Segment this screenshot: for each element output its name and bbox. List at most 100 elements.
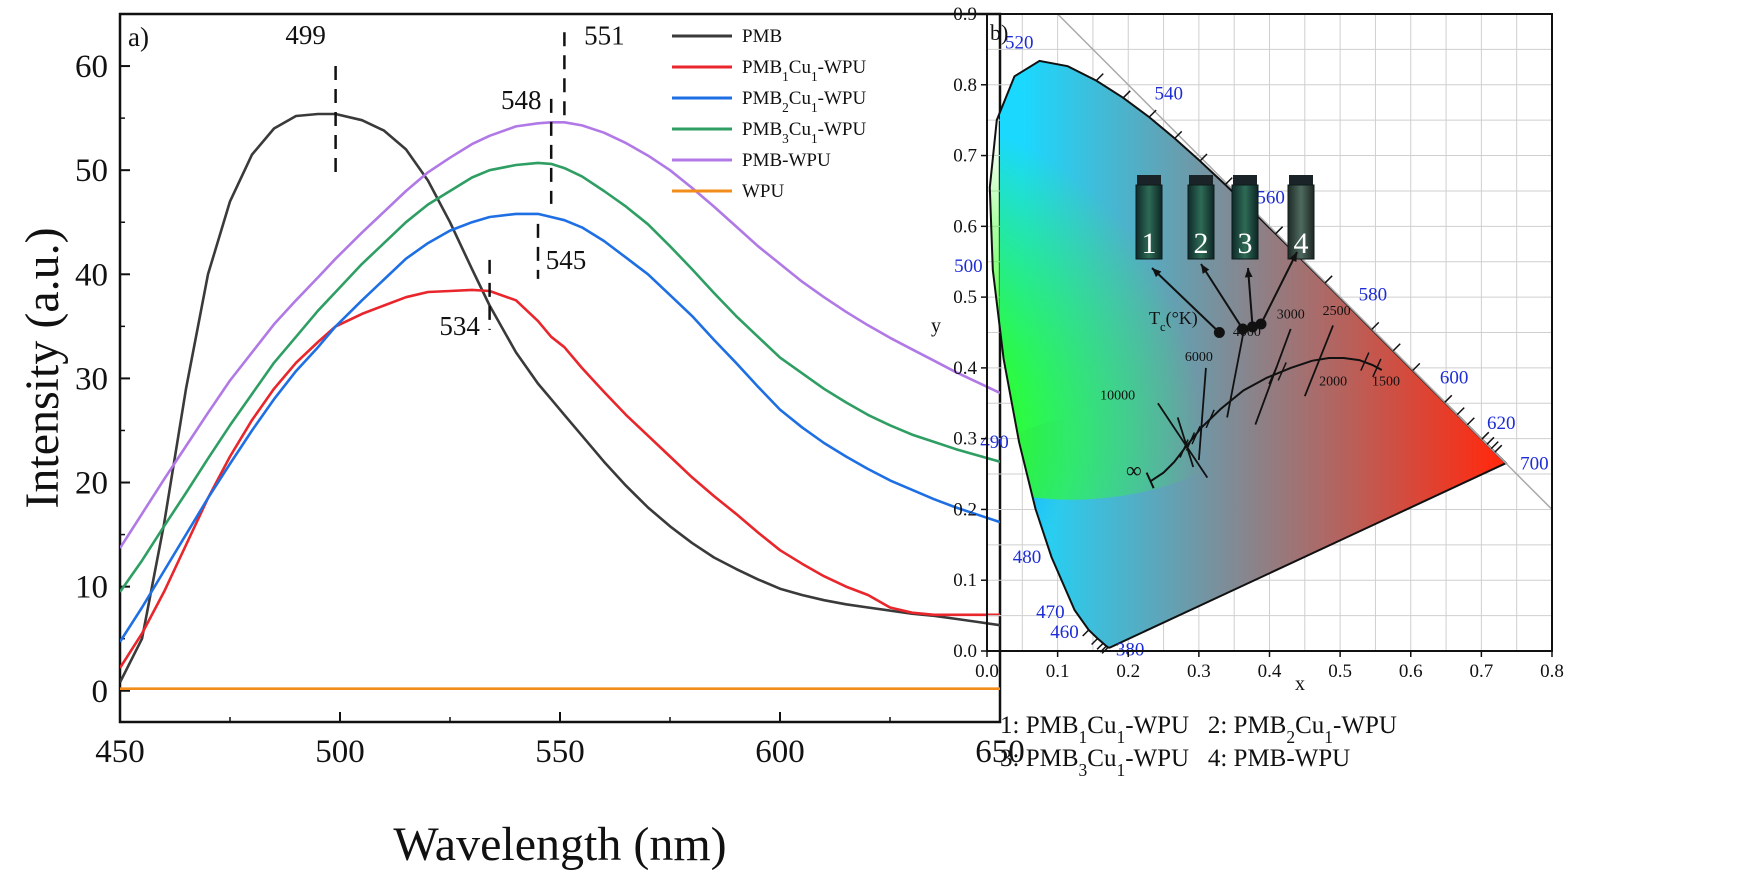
cie-point-pmb3cu1-wpu — [1247, 321, 1259, 333]
legend-label-pmb1cu1-wpu: PMB1Cu1-WPU — [742, 57, 866, 84]
cie-sample-points — [1151, 251, 1298, 338]
isotherm-4000 — [1226, 325, 1246, 418]
panel-b-ticks: 0.0 0.1 0.2 0.3 0.4 0.5 0.6 0.7 0.8 0.0 0.1 0.2 0.3 0… — [953, 4, 1564, 682]
locus-tick — [1444, 394, 1453, 403]
text-part: Cu — [1087, 745, 1117, 772]
x-tick-label-600: 600 — [755, 734, 805, 770]
locus-tick — [1199, 153, 1208, 162]
b-y-tick-label-0.9: 0.9 — [953, 4, 977, 25]
spectral-locus-ticks — [1082, 73, 1503, 654]
y-tick-label-40: 40 — [75, 257, 108, 293]
legend-label-pmb2cu1-wpu: PMB2Cu1-WPU — [742, 88, 866, 115]
text-part: PMB — [1026, 745, 1079, 772]
wavelength-label-470: 470 — [1036, 602, 1065, 623]
legend-label-pmb-wpu: PMB-WPU — [742, 150, 831, 171]
tc-label: Tc(°K) — [1149, 308, 1198, 334]
locus-tick — [1486, 436, 1495, 445]
vial-label-1: 1 — [1142, 227, 1157, 260]
b-y-tick-label-0.0: 0.0 — [953, 641, 977, 662]
vial-cap-3 — [1233, 175, 1257, 187]
locus-tick — [1490, 441, 1499, 450]
wavelength-label-490: 490 — [980, 432, 1009, 453]
planckian-end-marker — [1145, 472, 1155, 489]
x-tick-label-650: 650 — [975, 734, 1025, 770]
series-line-pmb — [120, 112, 1000, 683]
vial-body-2 — [1187, 184, 1215, 260]
b-y-tick-label-0.1: 0.1 — [953, 570, 977, 591]
peak-label-534: 534 — [439, 311, 480, 341]
wavelength-label-480: 480 — [1013, 547, 1042, 568]
b-y-tick-label-0.2: 0.2 — [953, 499, 977, 520]
locus-tick — [1466, 417, 1475, 426]
locus-tick — [1082, 629, 1090, 637]
text-part: Cu — [1295, 712, 1325, 739]
b-x-tick-label-0.8: 0.8 — [1540, 661, 1564, 682]
text-part: PMB — [742, 119, 782, 140]
locus-tick — [1392, 343, 1401, 352]
wavelength-label-600: 600 — [1440, 368, 1469, 389]
text-part: -WPU 4: PMB-WPU — [1125, 745, 1350, 772]
subscript: 3 — [1079, 760, 1088, 780]
b-x-tick-label-0.2: 0.2 — [1116, 661, 1140, 682]
b-x-tick-label-0.7: 0.7 — [1470, 661, 1494, 682]
text-part: Cu — [789, 88, 812, 109]
locus-tick — [1481, 431, 1490, 440]
text-part: Cu — [789, 119, 812, 140]
locus-tick — [1412, 362, 1421, 371]
arrow-head-4 — [1289, 252, 1297, 262]
panel-a-label: a) — [128, 22, 149, 52]
wavelength-label-560: 560 — [1256, 187, 1285, 208]
text-part: PMB — [742, 57, 782, 78]
locus-tick — [1324, 275, 1333, 284]
text-part: PMB — [1026, 712, 1079, 739]
b-y-tick-label-0.8: 0.8 — [953, 75, 977, 96]
arrow-head-2 — [1201, 264, 1210, 274]
cct-label-10000: 10000 — [1100, 389, 1135, 404]
legend-label-pmb3cu1-wpu: PMB3Cu1-WPU — [742, 119, 866, 146]
planckian-hatch — [1191, 425, 1201, 445]
wavelength-label-500: 500 — [954, 256, 983, 277]
vial-cap-1 — [1137, 175, 1161, 187]
locus-tick — [1091, 637, 1099, 646]
panel-a-legend: PMBPMB1Cu1-WPUPMB2Cu1-WPUPMB3Cu1-WPUPMB-… — [672, 26, 866, 202]
b-x-tick-label-0.1: 0.1 — [1046, 661, 1070, 682]
panel-b: 380460470480490500520540560580600620700 … — [931, 4, 1564, 780]
subscript: 1 — [811, 100, 818, 115]
wavelength-label-540: 540 — [1154, 83, 1183, 104]
cct-label-6000: 6000 — [1185, 350, 1213, 365]
text-part: -WPU — [818, 57, 867, 78]
text-part: PMB — [1234, 712, 1287, 739]
text-part: WPU — [742, 181, 785, 202]
text-part: (°K) — [1166, 308, 1198, 329]
caption-line-1: 1: PMB1Cu1-WPU 2: PMB2Cu1-WPU — [1000, 712, 1397, 747]
text-part: PMB — [742, 88, 782, 109]
vial-body-1 — [1135, 184, 1163, 260]
text-part: PMB-WPU — [742, 150, 831, 171]
peak-label-551: 551 — [584, 20, 625, 50]
cct-label-infinity: ∞ — [1126, 458, 1142, 483]
subscript: 2 — [782, 100, 789, 115]
text-part: Cu — [789, 57, 812, 78]
wavelength-label-620: 620 — [1487, 413, 1516, 434]
locus-tick — [1095, 73, 1104, 82]
wavelength-label-580: 580 — [1359, 284, 1388, 305]
vial-label-2: 2 — [1194, 227, 1209, 260]
locus-tick — [1122, 90, 1131, 99]
panel-a-peak-markers: 499 534 545 548 551 — [285, 20, 624, 341]
b-x-tick-label-0.5: 0.5 — [1328, 661, 1352, 682]
b-y-tick-label-0.3: 0.3 — [953, 429, 977, 450]
vial-body-4 — [1287, 184, 1315, 260]
x-tick-label-450: 450 — [95, 734, 145, 770]
cct-label-3000: 3000 — [1277, 307, 1305, 322]
cie-diagonal-line — [1057, 13, 1553, 510]
planckian-hatch — [1205, 409, 1215, 429]
cie-point-pmb2cu1-wpu — [1237, 323, 1249, 335]
text-part: -WPU 2: — [1125, 712, 1233, 739]
b-x-tick-label-0.6: 0.6 — [1399, 661, 1423, 682]
panel-b-label: b) — [990, 20, 1008, 45]
cct-label-1500: 1500 — [1372, 375, 1400, 390]
locus-tick — [1224, 177, 1233, 186]
b-x-tick-label-0.0: 0.0 — [975, 661, 999, 682]
